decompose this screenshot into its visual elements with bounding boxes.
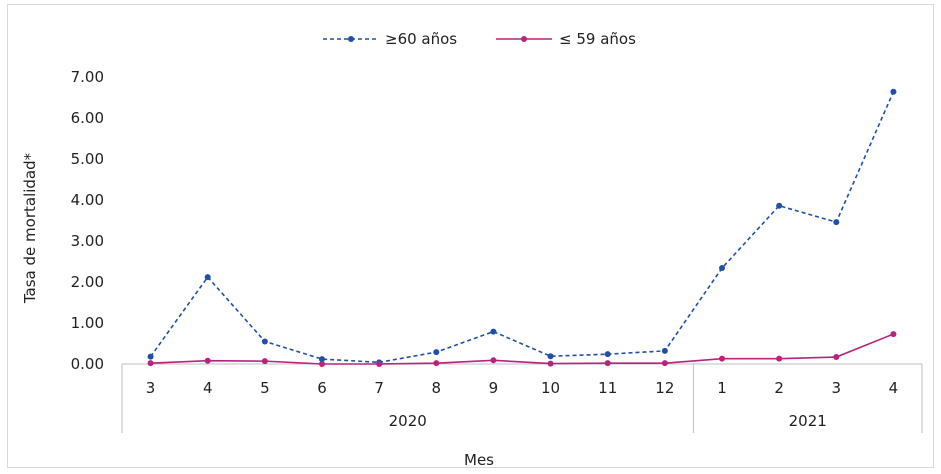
y-tick-label: 4.00 [71,191,104,209]
y-axis: 0.00 1.00 2.00 3.00 4.00 5.00 6.00 7.00 [71,68,104,373]
y-tick-label: 0.00 [71,355,104,373]
x-group-label: 2020 [389,412,427,430]
data-point-series-1 [776,202,783,209]
data-point-series-2 [776,355,783,362]
data-point-series-1 [890,88,897,95]
x-tick-label: 3 [832,379,842,397]
x-tick-label: 4 [889,379,899,397]
data-point-series-1 [319,356,325,363]
data-point-series-2 [319,361,325,367]
y-axis-title: Tasa de mortalidad* [21,152,39,304]
x-group-label: 2021 [789,412,827,430]
data-point-series-1 [433,349,440,356]
x-tick-label: 8 [432,379,442,397]
data-point-series-2 [604,360,611,367]
x-tick-label: 4 [203,379,213,397]
y-tick-label: 3.00 [71,232,104,250]
data-point-series-1 [261,338,268,345]
data-point-series-2 [376,361,383,367]
x-tick-label: 12 [655,379,674,397]
x-tick-label: 7 [374,379,384,397]
data-point-series-1 [490,328,497,335]
x-tick-label: 9 [489,379,499,397]
data-point-series-1 [833,219,840,226]
series-line-2 [150,333,894,365]
data-point-series-2 [261,358,268,365]
x-tick-label: 2 [774,379,784,397]
x-tick-label: 3 [146,379,156,397]
x-tick-label: 10 [541,379,560,397]
data-point-series-2 [833,354,840,361]
data-point-series-2 [433,360,440,367]
y-tick-label: 6.00 [71,109,104,127]
data-point-series-1 [547,353,554,360]
data-point-series-2 [661,360,668,367]
data-point-series-2 [147,360,154,367]
legend: ≥60 años ≤ 59 años [323,30,636,48]
data-point-series-2 [547,360,554,367]
x-tick-label: 5 [260,379,270,397]
legend-label-2: ≤ 59 años [559,30,636,48]
x-tick-label: 6 [317,379,327,397]
data-point-series-2 [719,355,725,362]
data-point-series-1 [719,265,725,272]
plot-area [147,88,897,367]
x-axis-title: Mes [464,451,494,469]
x-tick-label: 11 [598,379,617,397]
chart-frame [7,4,934,468]
data-point-series-2 [890,331,897,338]
series-line-1 [149,91,895,364]
y-tick-label: 7.00 [71,68,104,86]
y-tick-label: 2.00 [71,273,104,291]
legend-marker-2 [521,36,527,42]
data-point-series-1 [204,274,211,281]
y-tick-label: 5.00 [71,150,104,168]
data-point-series-1 [661,347,668,354]
legend-label-1: ≥60 años [385,30,457,48]
y-tick-label: 1.00 [71,314,104,332]
x-tick-label: 1 [717,379,727,397]
data-point-series-1 [147,353,154,360]
data-point-series-1 [604,351,611,358]
legend-marker-1 [348,36,354,42]
data-point-series-2 [490,357,497,364]
data-point-series-2 [204,357,211,364]
